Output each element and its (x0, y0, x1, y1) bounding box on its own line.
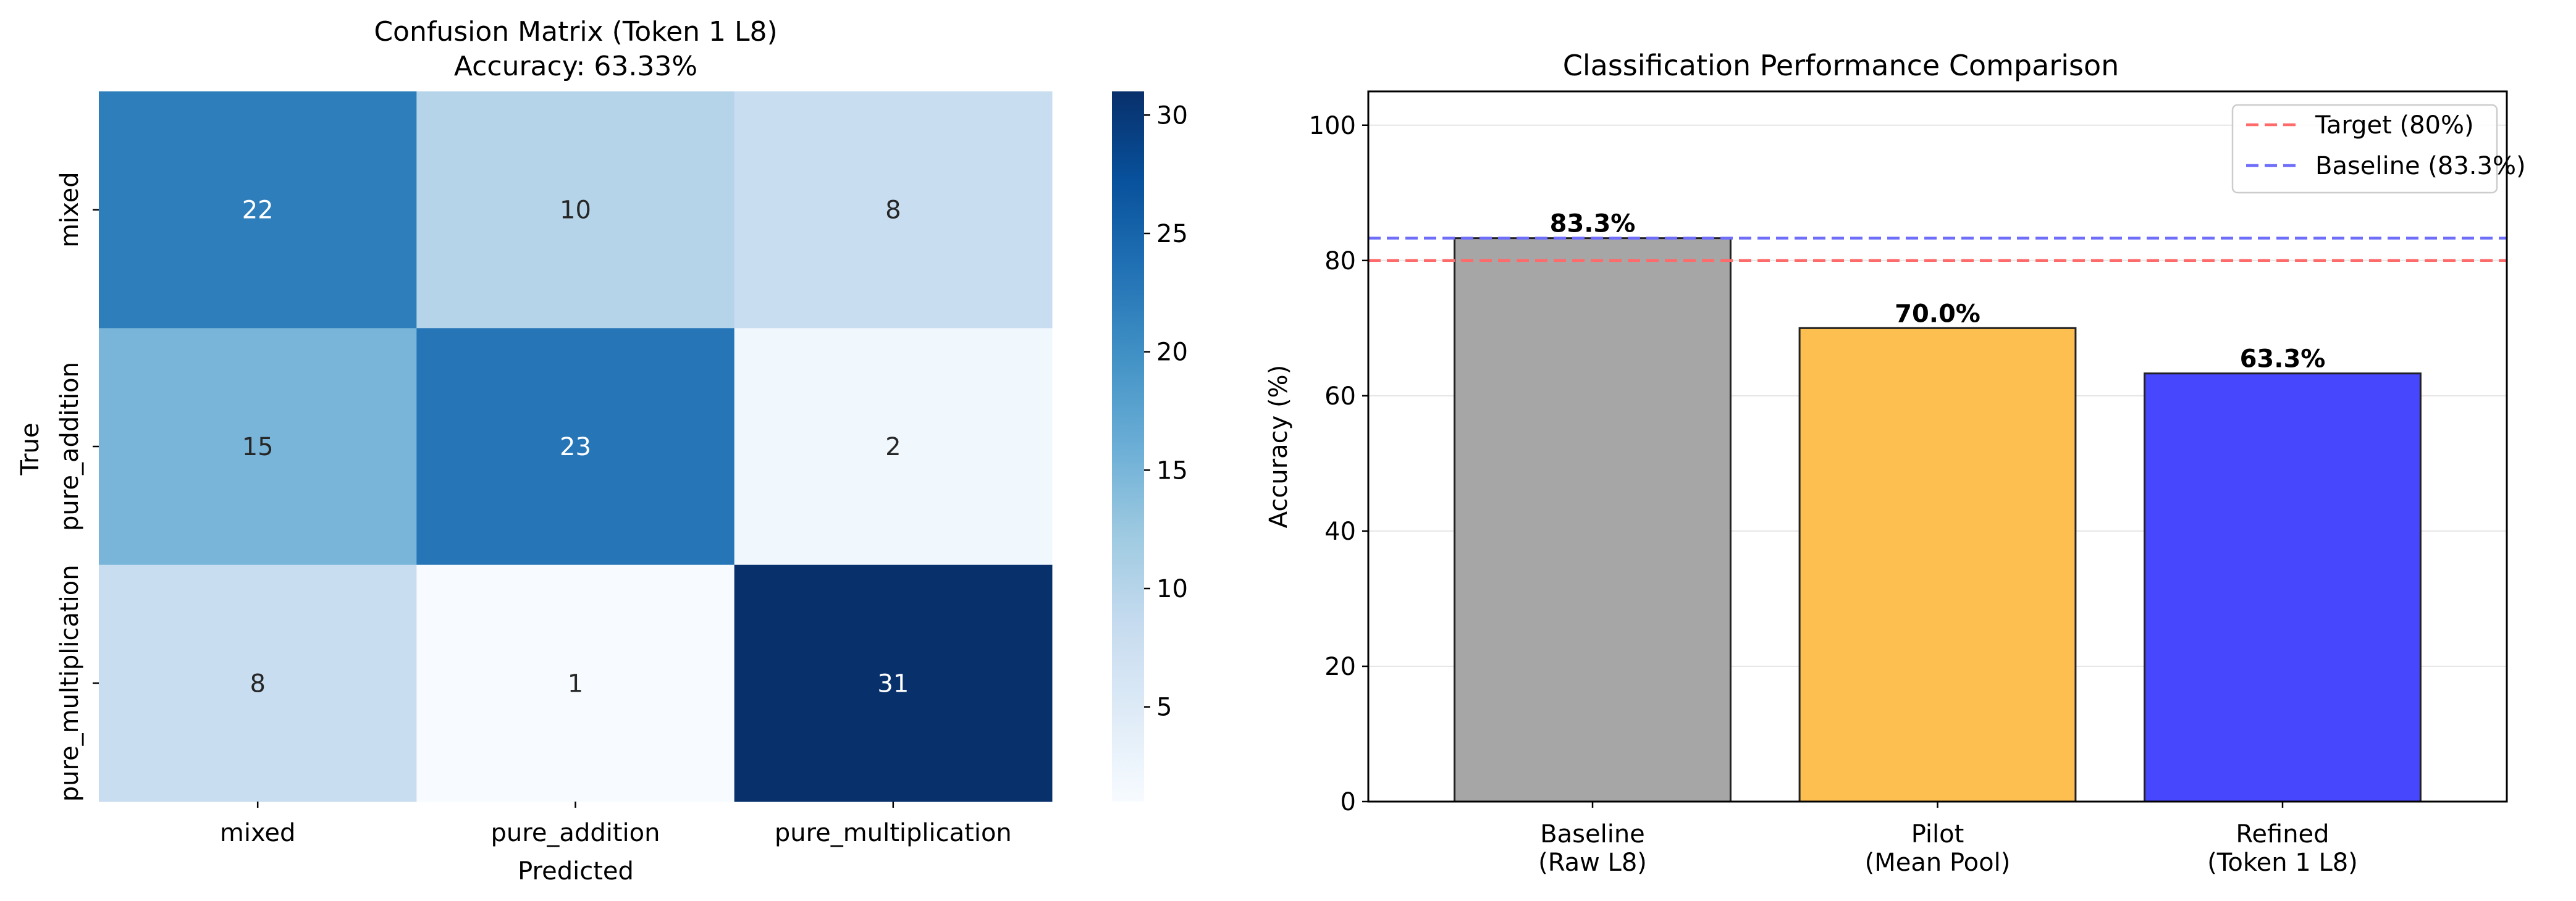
bar-chart-y-tick-label: 80 (1324, 247, 1356, 275)
bar-chart-title: Classification Performance Comparison (1563, 49, 2119, 82)
bar-chart-y-tick-label: 0 (1341, 788, 1356, 816)
heatmap-cell (99, 564, 417, 802)
bar-chart-bar (2144, 372, 2422, 803)
colorbar-tick-label: 15 (1156, 456, 1188, 485)
bar-chart-legend: Target (80%) Baseline (83.3%) (2231, 104, 2526, 194)
colorbar-tick-label: 10 (1156, 575, 1188, 603)
heatmap-cell-value: 10 (560, 196, 591, 225)
bar-chart-y-tick-label: 100 (1309, 112, 1356, 140)
heatmap-cell-value: 22 (242, 196, 274, 225)
bar-chart-x-tick-label: Baseline (1540, 820, 1645, 849)
colorbar-tick-label: 30 (1156, 101, 1188, 130)
heatmap-cell-value: 8 (885, 196, 901, 225)
heatmap-subtitle: Accuracy: 63.33% (454, 51, 697, 82)
heatmap-title: Confusion Matrix (Token 1 L8) (374, 16, 777, 48)
heatmap-cell-value: 15 (242, 433, 274, 461)
legend-entry-label: Baseline (83.3%) (2315, 152, 2526, 180)
heatmap-colorbar: 5 10 15 20 25 30 (1112, 91, 1188, 802)
bar-chart-bar-value-label: 63.3% (2240, 345, 2326, 374)
heatmap-cell (416, 91, 735, 329)
bar-chart-x-tick-labels: Baseline(Raw L8) Pilot(Mean Pool) Refined(… (1538, 802, 2358, 877)
bar-chart-x-tick-label: Pilot (1911, 820, 1964, 849)
legend-entry-label: Target (80%) (2315, 111, 2474, 140)
heatmap-y-axis-label: True (16, 423, 44, 476)
heatmap-x-tick-label: pure_addition (491, 819, 660, 847)
heatmap-x-axis-label: Predicted (518, 857, 634, 886)
heatmap-y-tick-label: pure_addition (56, 362, 84, 531)
heatmap-cell-value: 2 (885, 433, 901, 461)
heatmap-cell (99, 91, 417, 329)
bar-chart-y-tick-label: 60 (1324, 382, 1356, 411)
heatmap-cell (416, 328, 735, 566)
bar-chart-bar-value-label: 83.3% (1550, 210, 1636, 238)
bar-chart-x-tick-label: Refined (2236, 820, 2329, 849)
bar-chart-bars: 83.3% 70.0% 63.3% (1454, 210, 2422, 803)
heatmap-cell-value: 1 (568, 669, 583, 698)
heatmap-cell (99, 328, 417, 566)
colorbar-ticks: 5 10 15 20 25 30 (1144, 101, 1188, 722)
bar-chart-bar-value-label: 70.0% (1895, 300, 1980, 328)
bar-chart-y-ticks: 0 20 40 60 80 100 (1309, 112, 1368, 816)
heatmap-x-tick-label: pure_multiplication (775, 819, 1012, 847)
colorbar-tick-label: 5 (1156, 694, 1172, 722)
heatmap-cell-value: 31 (877, 669, 909, 698)
colorbar-tick-label: 25 (1156, 220, 1188, 248)
heatmap-x-tick-label: mixed (220, 819, 296, 847)
bar-chart-bar (1454, 237, 1732, 803)
bar-chart-bar (1798, 327, 2077, 803)
heatmap-cell (734, 564, 1053, 802)
heatmap-cell-value: 8 (250, 669, 265, 698)
confusion-matrix-panel: Confusion Matrix (Token 1 L8) Accuracy: … (16, 16, 1053, 886)
bar-chart-x-tick-label: (Raw L8) (1538, 849, 1647, 877)
heatmap-cell (734, 91, 1053, 329)
heatmap-cell-value: 23 (560, 433, 591, 461)
heatmap-cell (416, 564, 735, 802)
colorbar-gradient (1112, 91, 1144, 802)
bar-chart-reference-lines (1368, 237, 2507, 262)
bar-chart-panel: Classification Performance Comparison 83… (1265, 49, 2526, 877)
heatmap-y-tick-label: mixed (56, 172, 84, 248)
bar-chart-y-axis-label: Accuracy (%) (1265, 365, 1293, 529)
heatmap-x-tick-labels: mixed pure_addition pure_multiplication (220, 802, 1012, 847)
legend-frame (2231, 104, 2498, 194)
colorbar-tick-label: 20 (1156, 338, 1188, 367)
heatmap-y-tick-labels: mixed pure_addition pure_multiplication (56, 172, 99, 802)
heatmap-cell (734, 328, 1053, 566)
heatmap-y-tick-label: pure_multiplication (56, 564, 84, 802)
bar-chart-x-tick-label: (Mean Pool) (1865, 849, 2011, 877)
bar-chart-y-tick-label: 40 (1324, 518, 1356, 546)
bar-chart-x-tick-label: (Token 1 L8) (2207, 849, 2358, 877)
heatmap-cells: 22 10 8 15 23 2 8 1 31 (99, 91, 1053, 802)
bar-chart-y-tick-label: 20 (1324, 653, 1356, 681)
